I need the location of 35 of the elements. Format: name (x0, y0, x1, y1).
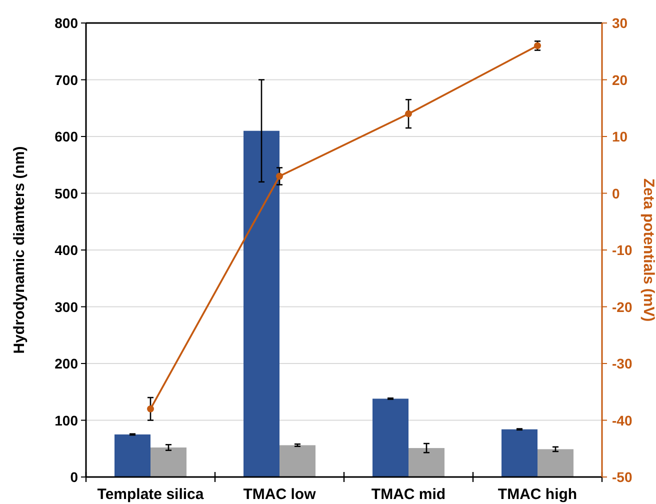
x-tick-label: Template silica (97, 486, 204, 503)
point (276, 172, 283, 180)
y2-tick-label: -10 (612, 242, 632, 258)
y-tick-label: 300 (54, 298, 78, 315)
y2-tick-label: -40 (612, 412, 632, 428)
bar (372, 398, 408, 477)
y-tick-label: 200 (54, 356, 78, 372)
y-tick-label: 600 (54, 128, 78, 144)
bar (538, 449, 574, 477)
y-tick-label: 100 (54, 412, 78, 428)
y2-axis-title: Zeta potentials (mV) (640, 178, 656, 322)
y2-tick-label: 20 (612, 72, 628, 88)
y-tick-label: 800 (54, 15, 78, 31)
y-tick-label: 400 (54, 242, 78, 258)
y-tick-label: 700 (54, 72, 78, 88)
x-tick-label: TMAC low (243, 486, 316, 503)
y2-tick-label: 30 (612, 15, 628, 31)
point (405, 110, 412, 118)
bar (114, 434, 150, 477)
y-axis-title: Hydrodynamic diamters (nm) (11, 146, 28, 354)
bar (502, 429, 538, 477)
y-tick-label: 500 (54, 185, 78, 202)
bar (244, 130, 280, 477)
bar (150, 447, 186, 477)
bar (280, 445, 316, 477)
bar (408, 448, 444, 477)
y2-tick-label: -30 (612, 356, 632, 372)
y2-tick-label: 10 (612, 128, 628, 144)
x-tick-label: TMAC high (498, 486, 578, 503)
y-tick-label: 0 (70, 469, 78, 485)
y2-tick-label: 0 (612, 185, 620, 202)
y2-tick-label: -20 (612, 298, 632, 315)
point (147, 405, 154, 412)
x-tick-label: TMAC mid (371, 486, 446, 503)
y2-tick-label: -50 (612, 469, 632, 485)
